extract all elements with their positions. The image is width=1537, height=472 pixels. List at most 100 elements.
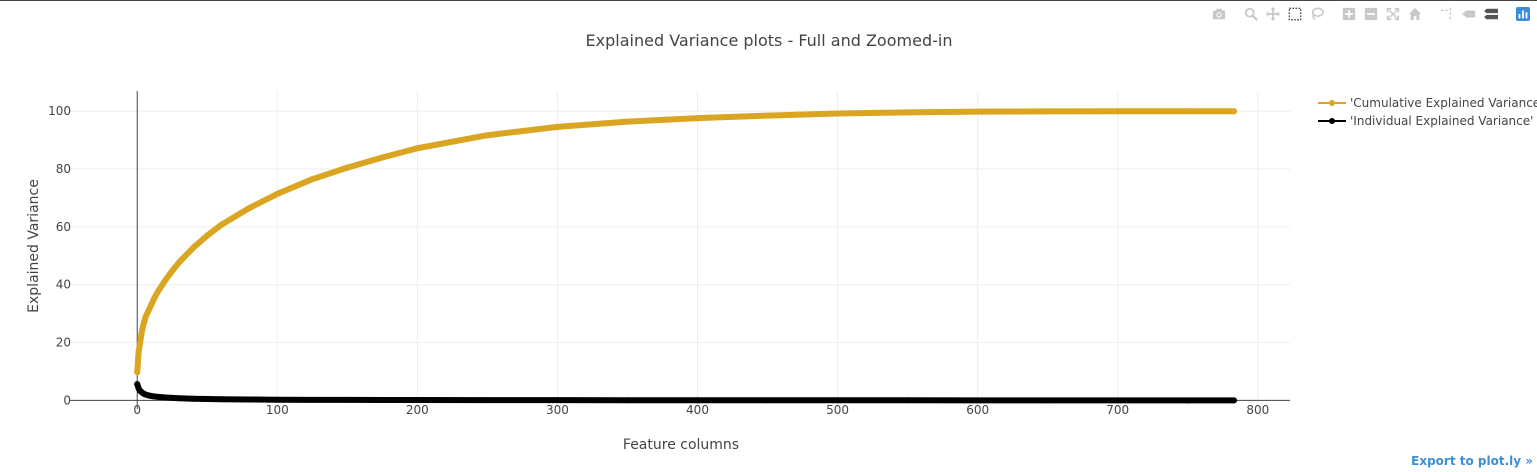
x-tick-label: 200	[406, 403, 429, 417]
box-select-icon[interactable]	[1285, 4, 1305, 24]
data-point[interactable]	[309, 396, 316, 403]
data-point[interactable]	[176, 395, 183, 402]
data-point[interactable]	[134, 369, 141, 376]
data-point[interactable]	[246, 205, 253, 212]
data-point[interactable]	[1114, 108, 1121, 115]
data-point[interactable]	[974, 108, 981, 115]
x-tick-label: 100	[266, 403, 289, 417]
data-point[interactable]	[142, 313, 149, 320]
legend-marker	[1329, 118, 1335, 124]
data-point[interactable]	[155, 393, 162, 400]
hover-closest-icon[interactable]	[1459, 4, 1479, 24]
legend-item-1[interactable]: 'Individual Explained Variance'	[1318, 114, 1533, 128]
data-point[interactable]	[1184, 397, 1191, 404]
data-point[interactable]	[162, 277, 169, 284]
data-point[interactable]	[1044, 108, 1051, 115]
data-point[interactable]	[169, 394, 176, 401]
hover-compare-icon[interactable]	[1481, 4, 1501, 24]
data-point[interactable]	[155, 288, 162, 295]
data-point[interactable]	[904, 397, 911, 404]
y-tick-label: 0	[63, 393, 71, 407]
data-point[interactable]	[694, 397, 701, 404]
data-point[interactable]	[246, 396, 253, 403]
series-line	[134, 381, 1237, 404]
y-tick-label: 80	[56, 162, 71, 176]
camera-icon[interactable]	[1209, 4, 1229, 24]
data-point[interactable]	[176, 259, 183, 266]
data-point[interactable]	[151, 295, 158, 302]
data-point[interactable]	[169, 267, 176, 274]
y-tick-label: 100	[48, 104, 71, 118]
data-point[interactable]	[190, 244, 197, 251]
data-point[interactable]	[484, 132, 491, 139]
data-point[interactable]	[1230, 397, 1237, 404]
data-point[interactable]	[145, 307, 152, 314]
data-point[interactable]	[1230, 108, 1237, 115]
data-point[interactable]	[218, 221, 225, 228]
top-border	[0, 0, 1537, 1]
data-point[interactable]	[218, 396, 225, 403]
data-point[interactable]	[834, 397, 841, 404]
y-axis-title: Explained Variance	[26, 179, 42, 313]
data-point[interactable]	[274, 190, 281, 197]
export-to-plotly-link[interactable]: Export to plot.ly »	[1411, 454, 1533, 468]
x-tick-label: 700	[1106, 403, 1129, 417]
data-point[interactable]	[204, 232, 211, 239]
data-point[interactable]	[414, 397, 421, 404]
plotly-logo-icon[interactable]	[1513, 4, 1533, 24]
data-point[interactable]	[309, 176, 316, 183]
data-point[interactable]	[190, 395, 197, 402]
legend-item-0[interactable]: 'Cumulative Explained Variance'	[1318, 96, 1537, 110]
data-point[interactable]	[834, 110, 841, 117]
grid-lines	[70, 91, 1290, 409]
data-point[interactable]	[344, 396, 351, 403]
data-point[interactable]	[974, 397, 981, 404]
data-point[interactable]	[764, 397, 771, 404]
data-point[interactable]	[1114, 397, 1121, 404]
data-point[interactable]	[135, 348, 142, 355]
data-point[interactable]	[204, 396, 211, 403]
legend-label: 'Individual Explained Variance'	[1350, 114, 1533, 128]
x-tick-label: 500	[826, 403, 849, 417]
data-point[interactable]	[624, 397, 631, 404]
data-point[interactable]	[141, 318, 148, 325]
data-point[interactable]	[274, 396, 281, 403]
data-point[interactable]	[379, 154, 386, 161]
spike-lines-icon[interactable]	[1437, 4, 1457, 24]
data-point[interactable]	[344, 164, 351, 171]
modebar	[1197, 4, 1533, 24]
data-point[interactable]	[554, 123, 561, 130]
data-point[interactable]	[138, 330, 145, 337]
data-point[interactable]	[904, 109, 911, 116]
legend-marker	[1329, 100, 1335, 106]
x-tick-label: 800	[1246, 403, 1269, 417]
zoom-icon[interactable]	[1241, 4, 1261, 24]
zoom-out-icon[interactable]	[1361, 4, 1381, 24]
series-1[interactable]	[134, 381, 1237, 404]
axes	[70, 91, 1290, 409]
x-axis-title: Feature columns	[623, 437, 739, 453]
data-point[interactable]	[694, 115, 701, 122]
series-0[interactable]	[134, 108, 1237, 376]
data-point[interactable]	[379, 396, 386, 403]
data-point[interactable]	[137, 340, 144, 347]
data-point[interactable]	[139, 323, 146, 330]
pan-icon[interactable]	[1263, 4, 1283, 24]
data-point[interactable]	[1184, 108, 1191, 115]
reset-axes-icon[interactable]	[1405, 4, 1425, 24]
series-line	[134, 108, 1237, 376]
data-point[interactable]	[414, 145, 421, 152]
zoom-in-icon[interactable]	[1339, 4, 1359, 24]
autoscale-icon[interactable]	[1383, 4, 1403, 24]
series-layer[interactable]	[134, 108, 1237, 404]
legend[interactable]: 'Cumulative Explained Variance' 'Individu…	[1318, 96, 1537, 128]
data-point[interactable]	[1044, 397, 1051, 404]
data-point[interactable]	[148, 301, 155, 308]
data-point[interactable]	[162, 394, 169, 401]
lasso-select-icon[interactable]	[1307, 4, 1327, 24]
data-point[interactable]	[484, 397, 491, 404]
data-point[interactable]	[624, 118, 631, 125]
data-point[interactable]	[764, 112, 771, 119]
data-point[interactable]	[554, 397, 561, 404]
